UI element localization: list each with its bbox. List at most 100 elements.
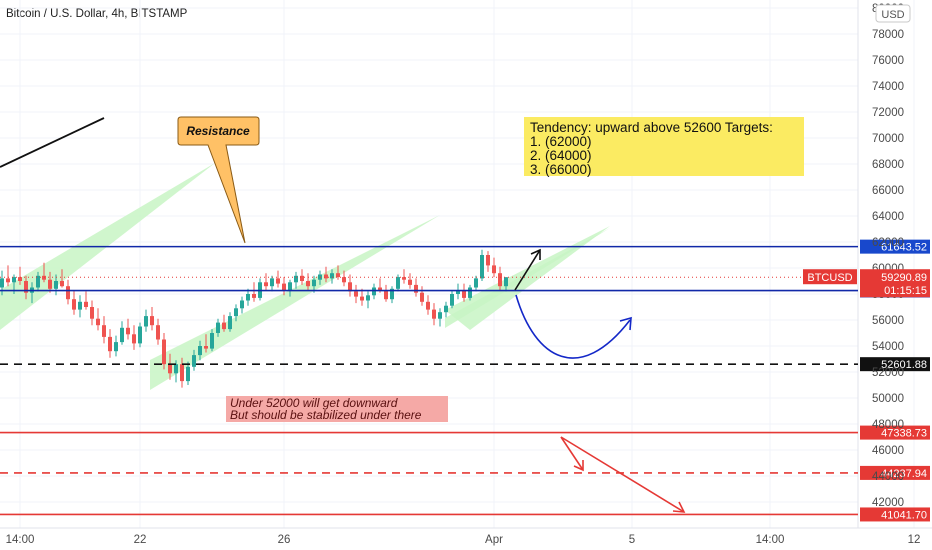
candle-body [444,305,448,313]
candle-body [96,318,100,326]
candle-body [174,364,178,374]
candle-body [270,278,274,287]
candle-body [198,346,202,356]
price-axis-label: 54000 [872,341,904,353]
time-axis-label: Apr [485,534,503,546]
targets-line-4: 3. (66000) [530,162,592,177]
candle-body [396,277,400,289]
support-level-tag-label: 52601.88 [881,359,927,371]
resistance-level-1-tag-label: 61643.52 [881,242,927,254]
candle-body [486,255,490,266]
candle-body [360,296,364,301]
price-axis-label: 64000 [872,211,904,223]
currency-button[interactable]: USD [875,4,911,23]
candle-body [48,279,52,289]
resistance-callout[interactable]: Resistance [177,116,260,244]
trend-channel-middle [150,215,440,390]
pullback-arrow-head [619,316,632,331]
candle-body [390,288,394,300]
resistance-level-1-tag-bg [860,239,930,254]
price-axis-label: 48000 [872,419,904,431]
targets-line-3: 2. (64000) [530,148,592,163]
candle-body [336,273,340,278]
time-axis-label: 14:00 [756,534,785,546]
price-axis-label: 78000 [872,29,904,41]
candle-body [66,286,70,300]
time-axis-label: 5 [629,534,635,546]
trend-channel-group [0,163,610,390]
candle-body [234,308,238,317]
price-axis-label: 52000 [872,367,904,379]
candle-body [78,301,82,310]
resistance-callout-text: Resistance [186,124,250,138]
candle-body [438,312,442,319]
candle-body [228,316,232,330]
candle-body [432,309,436,319]
support-level-tag-bg [860,357,930,372]
candle-body [90,307,94,319]
candle-body [474,278,478,288]
candle-body [24,281,28,293]
bearish-arrow-2-head [672,501,686,513]
symbol-tag-label: BTCUSD [807,272,852,284]
candle-body [414,284,418,293]
time-axis-label: 14:00 [6,534,35,546]
candle-body [186,366,190,382]
candle-body [426,301,430,310]
candle-body [60,281,64,287]
candle-body [252,294,256,298]
pullback-arrow [515,294,631,359]
currency-button-label: USD [881,9,904,21]
price-axis-label: 50000 [872,393,904,405]
candle-body [240,300,244,309]
candle-body [114,342,118,352]
candle-body [384,290,388,300]
bearish-arrow-2 [560,436,685,513]
candle-body [498,273,502,287]
red-level-2-tag-bg [860,465,930,480]
trend-line-black [0,117,105,168]
candle-body [6,278,10,283]
price-axis-label: 66000 [872,185,904,197]
candle-body [102,325,106,337]
bullish-arrow-head [530,248,541,260]
price-axis-label: 46000 [872,445,904,457]
time-axis-label: 22 [134,534,147,546]
candle-body [276,278,280,284]
warning-line-1: Under 52000 will get downward [230,396,398,410]
price-axis-label: 70000 [872,133,904,145]
last-price-tag-value: 59290.89 [881,272,927,284]
price-axis-label: 68000 [872,159,904,171]
price-axis-label: 42000 [872,497,904,509]
price-levels: 61643.5258267.7652601.8847338.7344237.94… [0,239,930,522]
candle-body [324,274,328,279]
candle-body [204,346,208,349]
chart-title: Bitcoin / U.S. Dollar, 4h, BITSTAMP [6,8,188,20]
drawing-tools [0,117,686,513]
price-axis-label: 76000 [872,55,904,67]
price-axis-label: 72000 [872,107,904,119]
targets-note[interactable]: Tendency: upward above 52600 Targets: 1.… [524,117,804,177]
time-axis-label: 26 [278,534,291,546]
candle-body [72,299,76,310]
candle-body [210,333,214,349]
candlestick-series [0,249,508,388]
candle-body [450,294,454,306]
red-level-1-tag-bg [860,425,930,440]
candle-body [306,281,310,287]
candle-body [468,287,472,298]
warning-note[interactable]: Under 52000 will get downward But should… [226,396,448,422]
candle-body [18,277,22,281]
red-level-3-tag-bg [860,507,930,522]
candle-body [36,275,40,288]
candle-body [126,327,130,335]
candle-body [0,278,4,288]
candle-body [462,290,466,298]
candle-body [42,275,46,280]
candle-body [378,287,382,291]
candle-body [408,279,412,285]
candle-body [132,334,136,344]
